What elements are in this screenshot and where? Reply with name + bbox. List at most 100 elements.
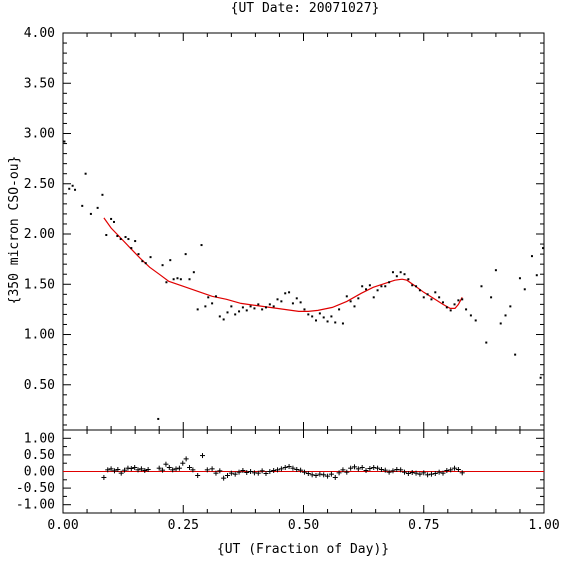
data-point [157, 417, 160, 420]
residual-point [301, 469, 307, 475]
data-point [249, 305, 252, 308]
residual-point [321, 472, 327, 478]
data-point [474, 319, 477, 322]
top-panel-tick-labels: 0.50 1.00 1.50 2.00 2.50 3.00 3.50 4.00 [24, 26, 55, 393]
residual-point [367, 466, 373, 472]
data-point [330, 315, 333, 318]
residual-point [325, 473, 331, 479]
data-point [172, 278, 175, 281]
data-point [89, 212, 92, 215]
residual-point [259, 468, 265, 474]
top-y-tick-label: 1.50 [24, 277, 55, 292]
fit-curve [103, 217, 463, 312]
residual-point [313, 472, 319, 478]
top-y-tick-label: 4.00 [24, 26, 55, 41]
data-point [276, 298, 279, 301]
data-point [326, 320, 329, 323]
data-point [119, 238, 122, 241]
residual-panel: 0.00 0.25 0.50 0.75 1.00-1.00-0.500.000.501.… [16, 429, 560, 533]
data-point [514, 353, 517, 356]
data-point [384, 285, 387, 288]
residual-point [217, 468, 223, 474]
residual-point [170, 467, 176, 473]
data-point [63, 140, 66, 143]
data-point [445, 306, 448, 309]
residual-point [128, 466, 134, 472]
data-point [542, 247, 545, 250]
data-point [380, 285, 383, 288]
residual-points-group [101, 453, 465, 481]
residual-point [232, 471, 238, 477]
data-point [192, 271, 195, 274]
data-point [494, 269, 497, 272]
top-panel-frame [62, 32, 545, 431]
data-point [272, 305, 275, 308]
residual-point [332, 474, 338, 480]
residual-point [101, 474, 107, 480]
residual-point [336, 470, 342, 476]
residual-point [263, 470, 269, 476]
data-point [81, 204, 84, 207]
residual-point [348, 465, 354, 471]
residual-point [195, 472, 201, 478]
data-point [137, 253, 140, 256]
data-point [353, 305, 356, 308]
data-point [465, 308, 468, 311]
residual-point [371, 465, 377, 471]
data-point [176, 277, 179, 280]
data-point [222, 318, 225, 321]
data-point [391, 271, 394, 274]
data-point [253, 307, 256, 310]
data-point [434, 291, 437, 294]
data-point [349, 300, 352, 303]
data-point [261, 308, 264, 311]
data-point [441, 301, 444, 304]
data-point [449, 309, 452, 312]
residual-point [271, 468, 277, 474]
data-point [418, 289, 421, 292]
data-point [196, 308, 199, 311]
residual-point [190, 467, 196, 473]
residual-point [213, 470, 219, 476]
data-point [415, 285, 418, 288]
residual-point [382, 467, 388, 473]
residual-point [363, 468, 369, 474]
residual-point [145, 467, 151, 473]
residual-point [386, 469, 392, 475]
residual-point [298, 467, 304, 473]
residual-x-tick-label: 0.25 [168, 518, 199, 533]
data-point [284, 292, 287, 295]
residual-point [378, 467, 384, 473]
data-point [307, 313, 310, 316]
residual-point [294, 467, 300, 473]
residual-point [248, 469, 254, 474]
residual-x-tick-label: 1.00 [528, 518, 559, 533]
residual-y-tick-label: -1.00 [16, 498, 55, 513]
data-point [457, 299, 460, 302]
residual-y-tick-label: 0.50 [24, 448, 55, 463]
residual-point [305, 470, 311, 476]
fit-curve-group [103, 217, 463, 312]
residual-point [142, 468, 148, 474]
residual-point [236, 469, 242, 475]
data-point [295, 297, 298, 300]
data-point [200, 244, 203, 247]
data-point [124, 236, 127, 239]
y-axis-label: {350 micron CSO-ou} [7, 156, 22, 305]
residual-point [428, 471, 434, 477]
data-point [291, 302, 294, 305]
residual-point [317, 471, 323, 477]
residual-point [390, 468, 396, 474]
residual-point [282, 465, 288, 471]
data-point [322, 316, 325, 319]
data-point [169, 259, 172, 262]
residual-point [228, 470, 234, 476]
residual-point [240, 468, 246, 474]
top-y-tick-label: 3.50 [24, 76, 55, 91]
residual-point [398, 467, 404, 473]
residual-point [244, 469, 250, 475]
data-point [226, 311, 229, 314]
data-point [426, 293, 429, 296]
data-point [134, 240, 137, 243]
top-panel: 0.50 1.00 1.50 2.00 2.50 3.00 3.50 4.00 [24, 26, 545, 431]
